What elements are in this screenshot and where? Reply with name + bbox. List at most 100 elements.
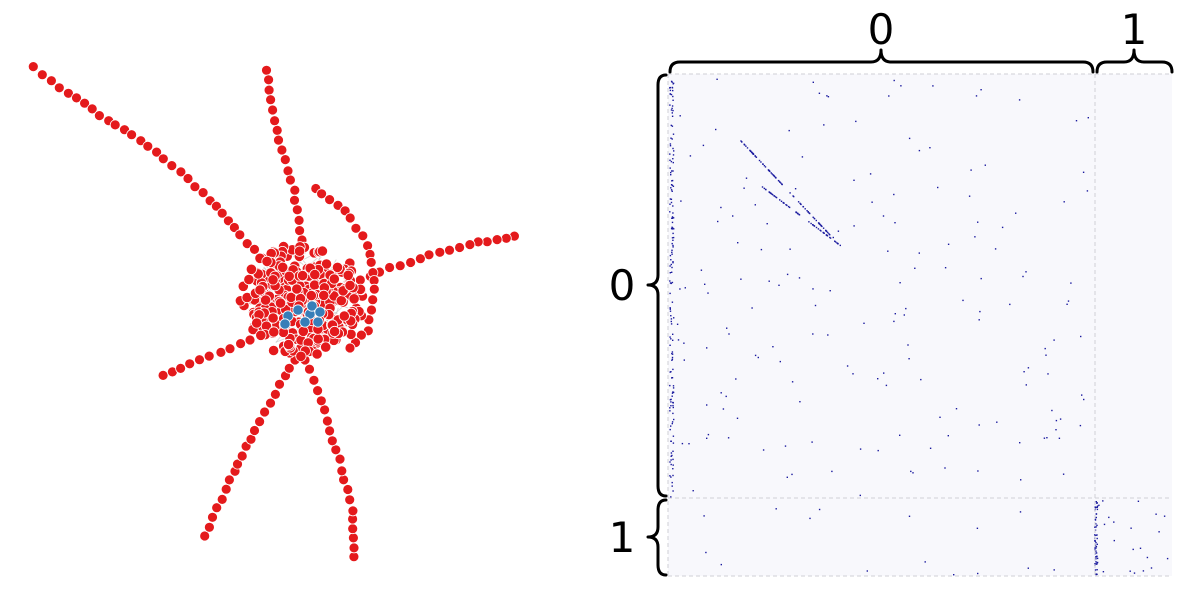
matrix-dot — [978, 319, 980, 321]
matrix-dot — [808, 221, 810, 223]
matrix-dot — [937, 186, 939, 189]
graph-node — [277, 261, 289, 273]
matrix-dot — [791, 473, 793, 476]
matrix-dot — [979, 310, 981, 313]
matrix-dot — [1067, 300, 1070, 302]
graph-node — [189, 181, 201, 193]
matrix-dot — [741, 141, 743, 143]
graph-node — [194, 354, 205, 366]
matrix-dot — [1166, 557, 1169, 560]
matrix-dot — [908, 358, 910, 360]
graph-node — [203, 350, 215, 362]
matrix-dot — [671, 351, 674, 353]
matrix-dot — [1094, 519, 1097, 521]
matrix-dot — [671, 377, 673, 379]
matrix-dot — [774, 196, 777, 198]
graph-node — [500, 232, 512, 244]
matrix-dot — [673, 418, 675, 421]
matrix-dot — [773, 195, 776, 197]
graph-node — [142, 140, 154, 152]
matrix-dot — [786, 204, 788, 207]
graph-node — [324, 194, 336, 206]
matrix-dot — [672, 239, 674, 241]
matrix-dot — [702, 144, 705, 147]
matrix-dot — [822, 227, 825, 229]
matrix-dot — [672, 227, 674, 229]
matrix-dot — [815, 219, 817, 222]
graph-node — [249, 425, 260, 436]
matrix-dot — [1075, 120, 1078, 122]
matrix-dot — [762, 163, 764, 165]
matrix-dot — [669, 93, 671, 95]
matrix-dot — [680, 200, 682, 202]
matrix-dot — [726, 327, 728, 329]
matrix-dot — [944, 267, 947, 269]
matrix-dot — [727, 437, 730, 439]
matrix-dot — [809, 517, 811, 520]
matrix-dot — [817, 228, 820, 230]
matrix-dot — [670, 189, 673, 191]
graph-node — [326, 435, 338, 447]
graph-node — [243, 273, 255, 286]
matrix-dot — [812, 224, 814, 226]
matrix-dot — [801, 156, 804, 158]
matrix-dot — [669, 159, 671, 161]
matrix-dot — [669, 384, 671, 387]
graph-node — [263, 74, 275, 86]
matrix-dot — [1158, 531, 1160, 533]
matrix-dot — [929, 447, 932, 449]
matrix-dot — [1137, 500, 1140, 502]
matrix-dot — [751, 307, 753, 309]
matrix-dot — [754, 155, 756, 157]
graph-node — [328, 325, 341, 338]
graph-node — [335, 295, 347, 307]
matrix-dot — [671, 242, 673, 245]
matrix-dot — [793, 195, 795, 198]
graph-node — [283, 270, 295, 282]
matrix-dot — [1022, 275, 1024, 278]
matrix-dot — [1082, 171, 1085, 173]
matrix-dot — [677, 339, 680, 341]
matrix-dot — [815, 226, 818, 229]
matrix-dot — [818, 92, 821, 94]
matrix-dot — [670, 315, 672, 317]
matrix-dot — [671, 112, 673, 114]
graph-node — [220, 483, 232, 495]
matrix-dot — [1058, 437, 1061, 439]
graph-node — [330, 444, 342, 456]
matrix-dot — [798, 213, 800, 216]
matrix-dot — [670, 455, 672, 457]
matrix-dot — [671, 249, 673, 251]
matrix-dot — [1132, 548, 1134, 551]
matrix-dot — [760, 248, 763, 251]
matrix-dot — [1018, 99, 1021, 101]
matrix-dot — [672, 406, 674, 409]
matrix-dot — [670, 401, 672, 403]
graph-node — [284, 174, 296, 186]
matrix-dot — [671, 105, 674, 107]
graph-node — [271, 124, 283, 136]
matrix-dot — [669, 87, 671, 89]
matrix-dot — [811, 441, 813, 443]
matrix-dot — [912, 472, 914, 474]
matrix-dot — [932, 85, 934, 87]
matrix-dot — [671, 266, 673, 269]
matrix-dot — [1096, 502, 1098, 504]
matrix-dot — [670, 137, 672, 139]
matrix-dot — [670, 405, 672, 407]
matrix-dot — [826, 95, 828, 97]
matrix-dot — [736, 417, 739, 419]
matrix-dot — [1044, 347, 1046, 350]
graph-node — [282, 338, 295, 351]
graph-node — [312, 316, 324, 328]
matrix-dot — [722, 408, 725, 410]
graph-node — [367, 294, 379, 306]
matrix-dot — [784, 445, 787, 447]
matrix-dot — [924, 561, 926, 563]
matrix-dot — [671, 217, 673, 219]
matrix-dot — [1046, 437, 1048, 439]
matrix-dot — [812, 333, 814, 335]
matrix-dot — [705, 551, 707, 554]
graph-node — [251, 317, 263, 329]
graph-node — [216, 207, 228, 219]
